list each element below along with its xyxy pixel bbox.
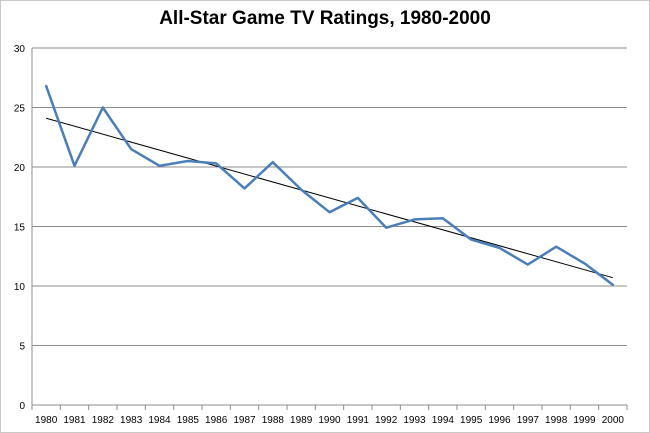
x-tick-label: 2000 bbox=[602, 415, 625, 426]
series-line bbox=[44, 84, 615, 287]
x-tick-label: 1991 bbox=[347, 415, 370, 426]
x-tick-label: 1992 bbox=[375, 415, 398, 426]
x-tick-label: 1988 bbox=[262, 415, 285, 426]
x-tick-label: 1995 bbox=[460, 415, 483, 426]
y-tick-label: 30 bbox=[14, 44, 26, 55]
x-tick-label: 1989 bbox=[290, 415, 313, 426]
x-tick-label: 1986 bbox=[205, 415, 228, 426]
x-tick-label: 1981 bbox=[63, 415, 86, 426]
y-tick-label: 15 bbox=[14, 223, 26, 234]
y-tick-label: 5 bbox=[19, 342, 25, 353]
x-tick-label: 1993 bbox=[403, 415, 426, 426]
x-tick-label: 1987 bbox=[233, 415, 256, 426]
y-tick-label: 20 bbox=[14, 163, 26, 174]
x-tick-label: 1984 bbox=[148, 415, 171, 426]
x-tick-label: 1990 bbox=[318, 415, 341, 426]
x-tick-label: 1997 bbox=[517, 415, 540, 426]
x-tick-label: 1998 bbox=[545, 415, 568, 426]
y-tick-label: 10 bbox=[14, 282, 26, 293]
chart-title: All-Star Game TV Ratings, 1980-2000 bbox=[159, 8, 491, 29]
x-tick-label: 1985 bbox=[177, 415, 200, 426]
y-tick-label: 0 bbox=[19, 401, 25, 412]
y-tick-label: 25 bbox=[14, 104, 26, 115]
x-tick-label: 1980 bbox=[35, 415, 58, 426]
x-tick-label: 1999 bbox=[573, 415, 596, 426]
x-tick-label: 1982 bbox=[92, 415, 115, 426]
x-tick-label: 1983 bbox=[120, 415, 143, 426]
x-tick-label: 1994 bbox=[432, 415, 455, 426]
trendline bbox=[46, 117, 613, 279]
x-tick-label: 1996 bbox=[488, 415, 511, 426]
